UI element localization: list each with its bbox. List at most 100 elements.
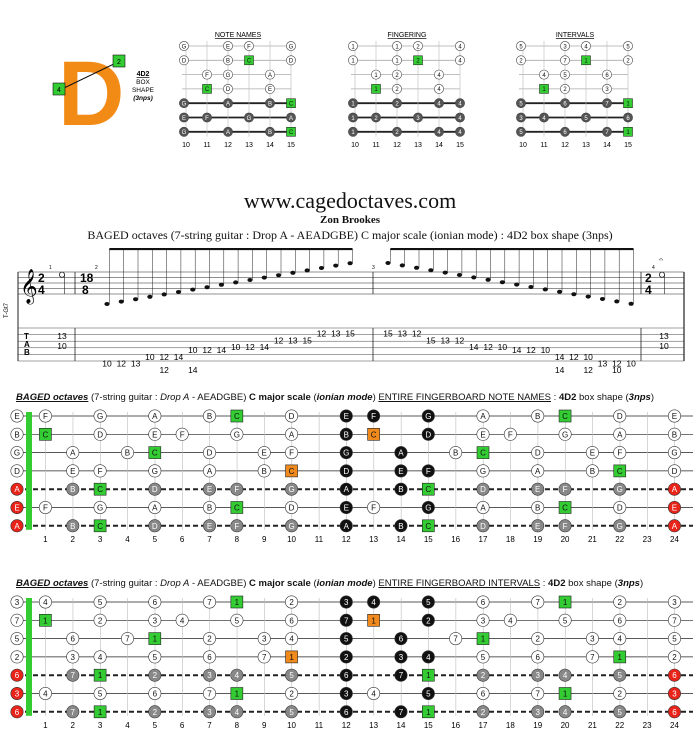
note-marker [339, 409, 353, 423]
note-marker [285, 613, 299, 627]
note-marker [476, 705, 490, 719]
mini-fret-number: 15 [456, 142, 464, 149]
note-marker [148, 464, 162, 478]
note-label: G [562, 430, 568, 439]
note-label: 7 [535, 598, 540, 607]
tab-number: 14 [188, 365, 198, 375]
fret-number: 8 [235, 535, 240, 544]
note-marker-square [148, 632, 162, 645]
note-marker-square [230, 595, 244, 609]
note-marker-square [476, 632, 490, 645]
note-marker [558, 668, 572, 682]
mini-note-label: 7 [563, 59, 567, 65]
note-label: B [672, 430, 677, 439]
note-head [318, 266, 325, 270]
mini-note-label: 7 [605, 102, 609, 108]
note-marker [667, 632, 681, 646]
note-marker-square [613, 650, 627, 664]
note-marker [613, 668, 627, 682]
mini-note-marker [455, 112, 465, 123]
note-marker [339, 446, 353, 460]
note-label: 4 [563, 708, 568, 717]
mini-fret-number: 14 [603, 142, 611, 149]
note-label: D [425, 430, 431, 439]
mini-note-marker [581, 112, 591, 123]
note-marker [66, 632, 80, 646]
mini-note-label: E [268, 87, 272, 93]
mini-note-label: 1 [395, 44, 399, 50]
note-label: 6 [618, 616, 623, 625]
time-signature-bottom: 8 [82, 283, 89, 297]
note-marker [10, 409, 24, 423]
time-signature-top: 2 [38, 271, 45, 285]
note-label: E [70, 467, 75, 476]
note-head [399, 263, 405, 268]
note-marker [476, 409, 490, 423]
note-marker [531, 632, 545, 646]
note-label: 4 [426, 653, 431, 662]
fret-number: 14 [397, 535, 406, 544]
fret-number: 6 [180, 535, 185, 544]
mini-fret-number: 14 [266, 142, 274, 149]
note-label: 1 [563, 690, 568, 699]
note-label: A [480, 412, 486, 421]
note-label: A [398, 449, 404, 458]
note-label: D [152, 522, 158, 531]
note-marker [10, 464, 24, 478]
fret-number: 14 [397, 721, 406, 730]
note-head [528, 285, 534, 289]
note-marker-square [422, 668, 435, 682]
note-label: A [617, 430, 623, 439]
note-label: A [535, 467, 541, 476]
mini-note-marker [560, 98, 570, 109]
mini-root-marker [244, 55, 254, 66]
note-marker [503, 613, 517, 627]
note-label: 6 [535, 653, 540, 662]
note-label: C [234, 504, 240, 513]
mini-note-label: 5 [519, 102, 523, 108]
note-label: 3 [344, 690, 349, 699]
note-marker-square [285, 464, 298, 478]
tab-letter: B [24, 348, 30, 357]
title-part: (7-string guitar : [88, 392, 161, 403]
note-label: C [371, 430, 377, 439]
note-label: 6 [15, 708, 20, 717]
note-marker [367, 687, 381, 701]
nut [26, 412, 32, 530]
note-marker [613, 501, 627, 515]
fret-number: 20 [561, 535, 570, 544]
note-label: 1 [481, 635, 486, 644]
title-part: ) [650, 392, 655, 403]
note-label: G [97, 412, 103, 421]
note-label: B [398, 485, 403, 494]
mini-note-label: F [205, 73, 209, 79]
note-label: 1 [98, 671, 103, 680]
note-label: G [671, 449, 677, 458]
mini-note-marker [392, 41, 402, 51]
note-label: 5 [289, 671, 294, 680]
note-marker [667, 482, 681, 496]
note-label: B [70, 522, 75, 531]
tab-number: 12 [612, 358, 622, 368]
note-marker [503, 427, 517, 441]
mini-note-marker [244, 112, 254, 123]
note-label: 5 [618, 671, 623, 680]
note-marker [120, 446, 134, 460]
note-head [614, 299, 620, 304]
note-label: 4 [618, 635, 623, 644]
note-label: C [43, 430, 49, 439]
note-marker [531, 501, 545, 515]
note-marker [93, 427, 107, 441]
note-marker [148, 705, 162, 719]
note-marker [285, 668, 299, 682]
note-label: A [344, 522, 350, 531]
fret-number: 9 [262, 535, 267, 544]
note-label: F [563, 522, 568, 531]
fret-number: 18 [506, 535, 515, 544]
note-marker [476, 613, 490, 627]
note-label: B [398, 522, 403, 531]
note-label: 7 [399, 671, 404, 680]
note-label: E [14, 412, 19, 421]
fret-number: 10 [287, 721, 296, 730]
